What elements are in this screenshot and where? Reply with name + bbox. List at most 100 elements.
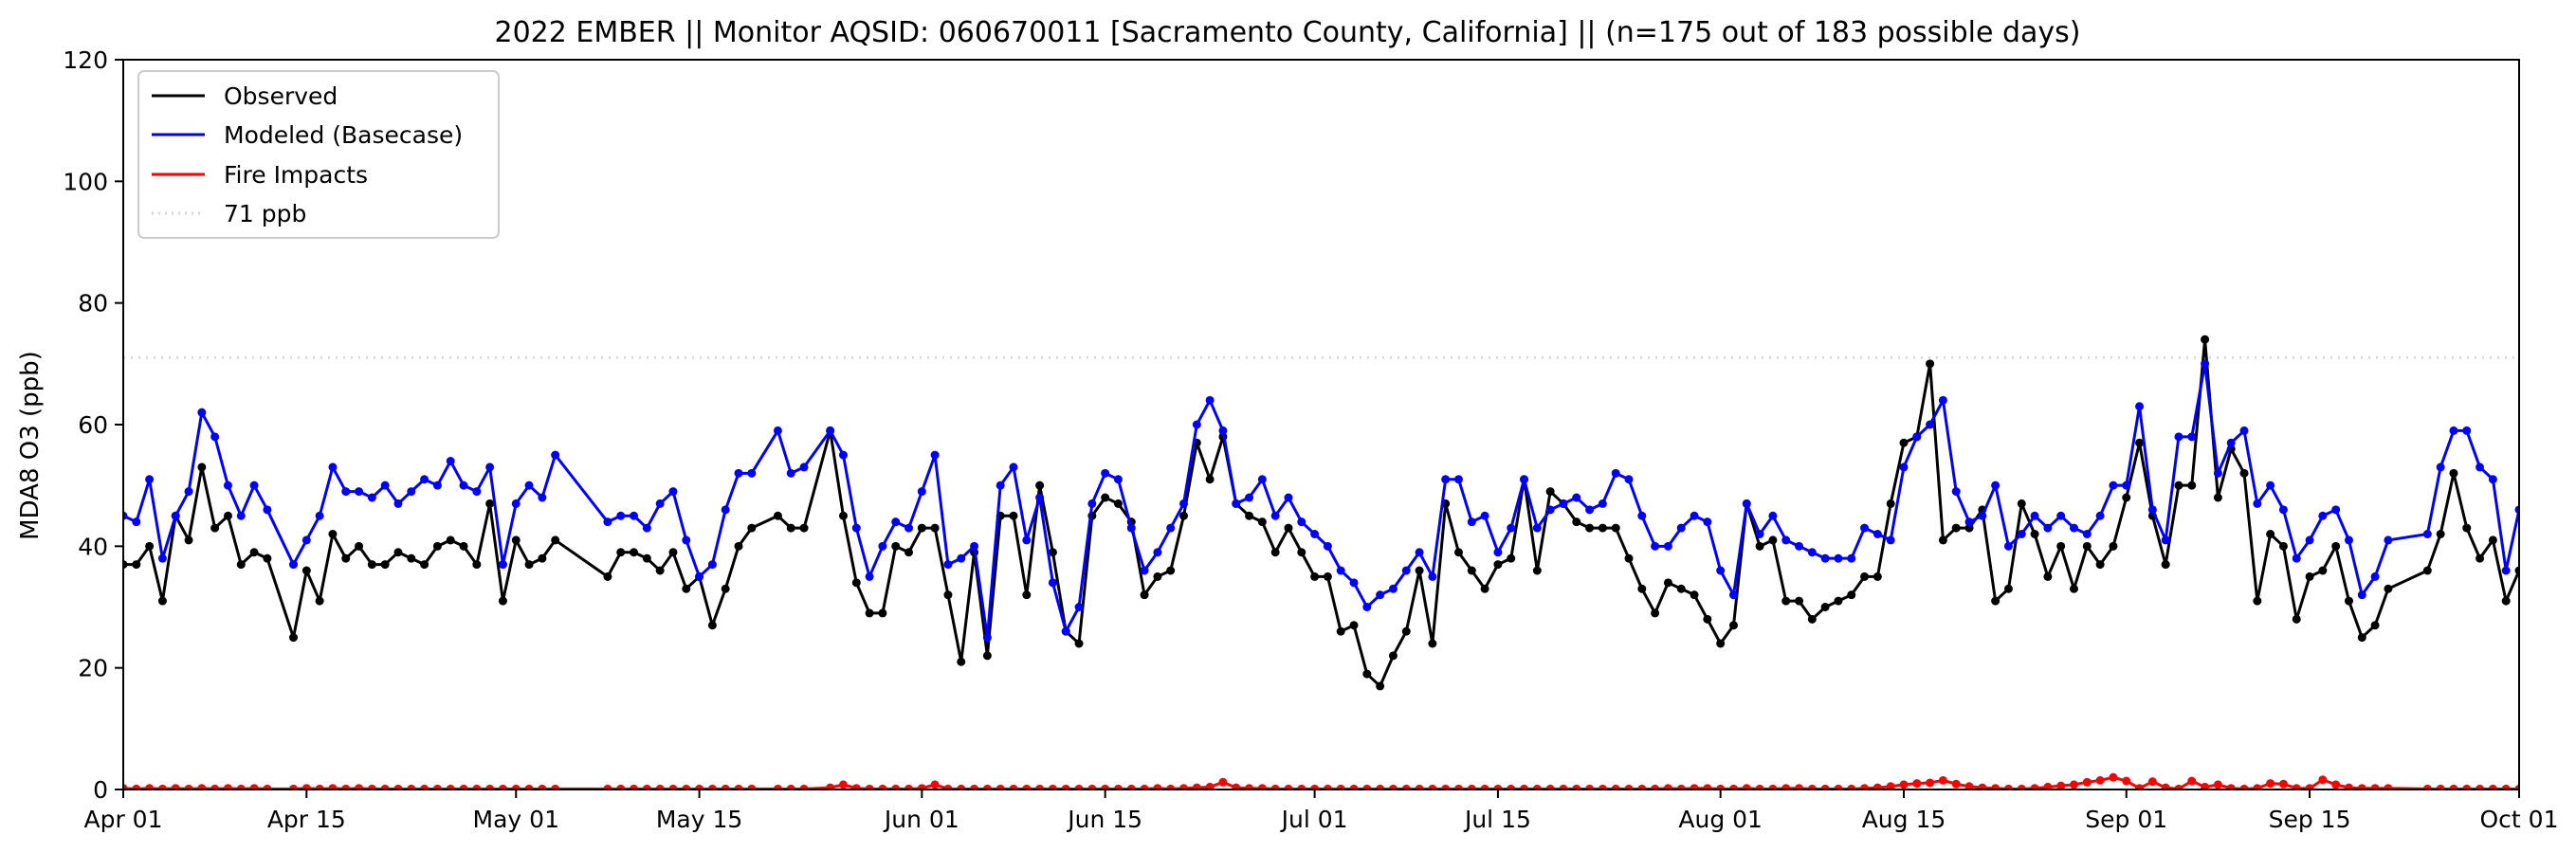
data-point-modeled-basecase: [2070, 523, 2078, 533]
data-point-fire-impacts: [184, 784, 193, 789]
data-point-modeled-basecase: [2161, 535, 2170, 545]
data-point-fire-impacts: [1545, 784, 1555, 789]
data-point-observed: [1205, 475, 1215, 484]
data-point-fire-impacts: [2226, 784, 2236, 789]
data-point-observed: [2174, 481, 2183, 490]
data-point-observed: [630, 548, 639, 557]
data-point-modeled-basecase: [2318, 511, 2328, 520]
data-point-observed: [865, 608, 874, 618]
data-point-fire-impacts: [1572, 784, 1581, 789]
data-point-fire-impacts: [616, 784, 626, 789]
data-point-modeled-basecase: [367, 493, 376, 502]
data-point-fire-impacts: [1362, 784, 1372, 789]
data-point-observed: [2514, 566, 2519, 575]
data-point-modeled-basecase: [1703, 517, 1712, 527]
data-point-observed: [223, 511, 232, 520]
data-point-modeled-basecase: [616, 511, 626, 520]
data-point-fire-impacts: [773, 784, 782, 789]
data-point-observed: [2239, 468, 2249, 478]
data-point-observed: [1048, 548, 1057, 557]
legend-label-modeled: Modeled (Basecase): [224, 121, 463, 149]
data-point-modeled-basecase: [630, 511, 639, 520]
data-point-observed: [157, 596, 167, 606]
data-point-modeled-basecase: [328, 463, 338, 472]
data-point-observed: [2422, 566, 2432, 575]
x-tick-label: May 01: [473, 806, 559, 833]
data-point-fire-impacts: [799, 784, 809, 789]
data-point-observed: [2201, 335, 2210, 344]
data-point-observed: [1415, 566, 1424, 575]
data-point-fire-impacts: [930, 780, 940, 789]
data-point-fire-impacts: [171, 784, 180, 789]
data-point-modeled-basecase: [1493, 548, 1503, 557]
data-point-modeled-basecase: [2213, 468, 2222, 478]
data-point-observed: [2003, 584, 2013, 593]
x-tick-label: Jul 15: [1463, 806, 1531, 833]
data-point-fire-impacts: [1690, 784, 1699, 789]
data-point-observed: [485, 499, 495, 508]
data-point-observed: [524, 560, 534, 570]
data-point-fire-impacts: [642, 784, 651, 789]
data-point-modeled-basecase: [1388, 584, 1398, 593]
data-point-modeled-basecase: [799, 463, 809, 472]
data-point-modeled-basecase: [707, 560, 717, 570]
data-point-modeled-basecase: [289, 560, 299, 570]
data-point-modeled-basecase: [380, 481, 390, 490]
data-point-observed: [668, 548, 678, 557]
data-point-fire-impacts: [2449, 784, 2458, 789]
legend: Observed Modeled (Basecase) Fire Impacts…: [137, 70, 500, 239]
data-point-observed: [511, 535, 521, 545]
data-point-modeled-basecase: [1467, 517, 1476, 527]
data-point-observed: [1807, 614, 1817, 624]
data-point-fire-impacts: [1768, 784, 1778, 789]
x-tick-label: Jul 01: [1280, 806, 1348, 833]
data-point-modeled-basecase: [1153, 548, 1162, 557]
data-point-modeled-basecase: [1507, 523, 1516, 533]
data-point-fire-impacts: [1781, 784, 1791, 789]
data-point-fire-impacts: [2384, 784, 2393, 789]
data-point-observed: [1467, 566, 1476, 575]
data-point-fire-impacts: [485, 784, 495, 789]
data-point-observed: [982, 651, 992, 661]
data-point-modeled-basecase: [1585, 505, 1595, 515]
data-point-fire-impacts: [1087, 784, 1097, 789]
y-tick-label: 40: [78, 533, 108, 560]
data-point-fire-impacts: [2318, 775, 2328, 785]
data-point-fire-impacts: [1284, 784, 1293, 789]
data-point-fire-impacts: [1401, 784, 1411, 789]
data-point-observed: [1637, 584, 1647, 593]
data-point-fire-impacts: [1061, 784, 1070, 789]
data-point-modeled-basecase: [668, 487, 678, 497]
legend-label-observed: Observed: [224, 82, 338, 110]
data-point-fire-impacts: [1009, 784, 1018, 789]
data-point-modeled-basecase: [1441, 475, 1451, 484]
data-point-modeled-basecase: [1140, 566, 1149, 575]
data-point-modeled-basecase: [1232, 499, 1241, 508]
data-point-fire-impacts: [2056, 781, 2066, 789]
data-point-observed: [1310, 572, 1320, 581]
data-point-observed: [1428, 639, 1437, 648]
data-point-observed: [1768, 535, 1778, 545]
data-point-observed: [380, 560, 390, 570]
data-point-fire-impacts: [2174, 784, 2183, 789]
data-point-modeled-basecase: [1651, 541, 1660, 551]
data-point-observed: [2344, 596, 2353, 606]
data-point-modeled-basecase: [1349, 578, 1359, 588]
data-point-modeled-basecase: [1545, 505, 1555, 515]
x-tick-label: Jun 15: [1066, 806, 1142, 833]
data-point-fire-impacts: [655, 784, 665, 789]
data-point-modeled-basecase: [1428, 572, 1437, 581]
legend-label-reference: 71 ppb: [224, 200, 306, 227]
data-point-observed: [2384, 584, 2393, 593]
data-point-observed: [603, 572, 612, 581]
x-tick-label: Sep 01: [2085, 806, 2167, 833]
data-point-fire-impacts: [1297, 784, 1306, 789]
data-point-modeled-basecase: [1520, 475, 1529, 484]
data-point-modeled-basecase: [2344, 535, 2353, 545]
data-point-modeled-basecase: [1218, 426, 1228, 435]
data-point-modeled-basecase: [2514, 505, 2519, 515]
data-point-modeled-basecase: [1310, 530, 1320, 538]
data-point-modeled-basecase: [197, 408, 207, 417]
y-axis-label: MDA8 O3 (ppb): [16, 351, 45, 540]
data-point-observed: [721, 584, 730, 593]
